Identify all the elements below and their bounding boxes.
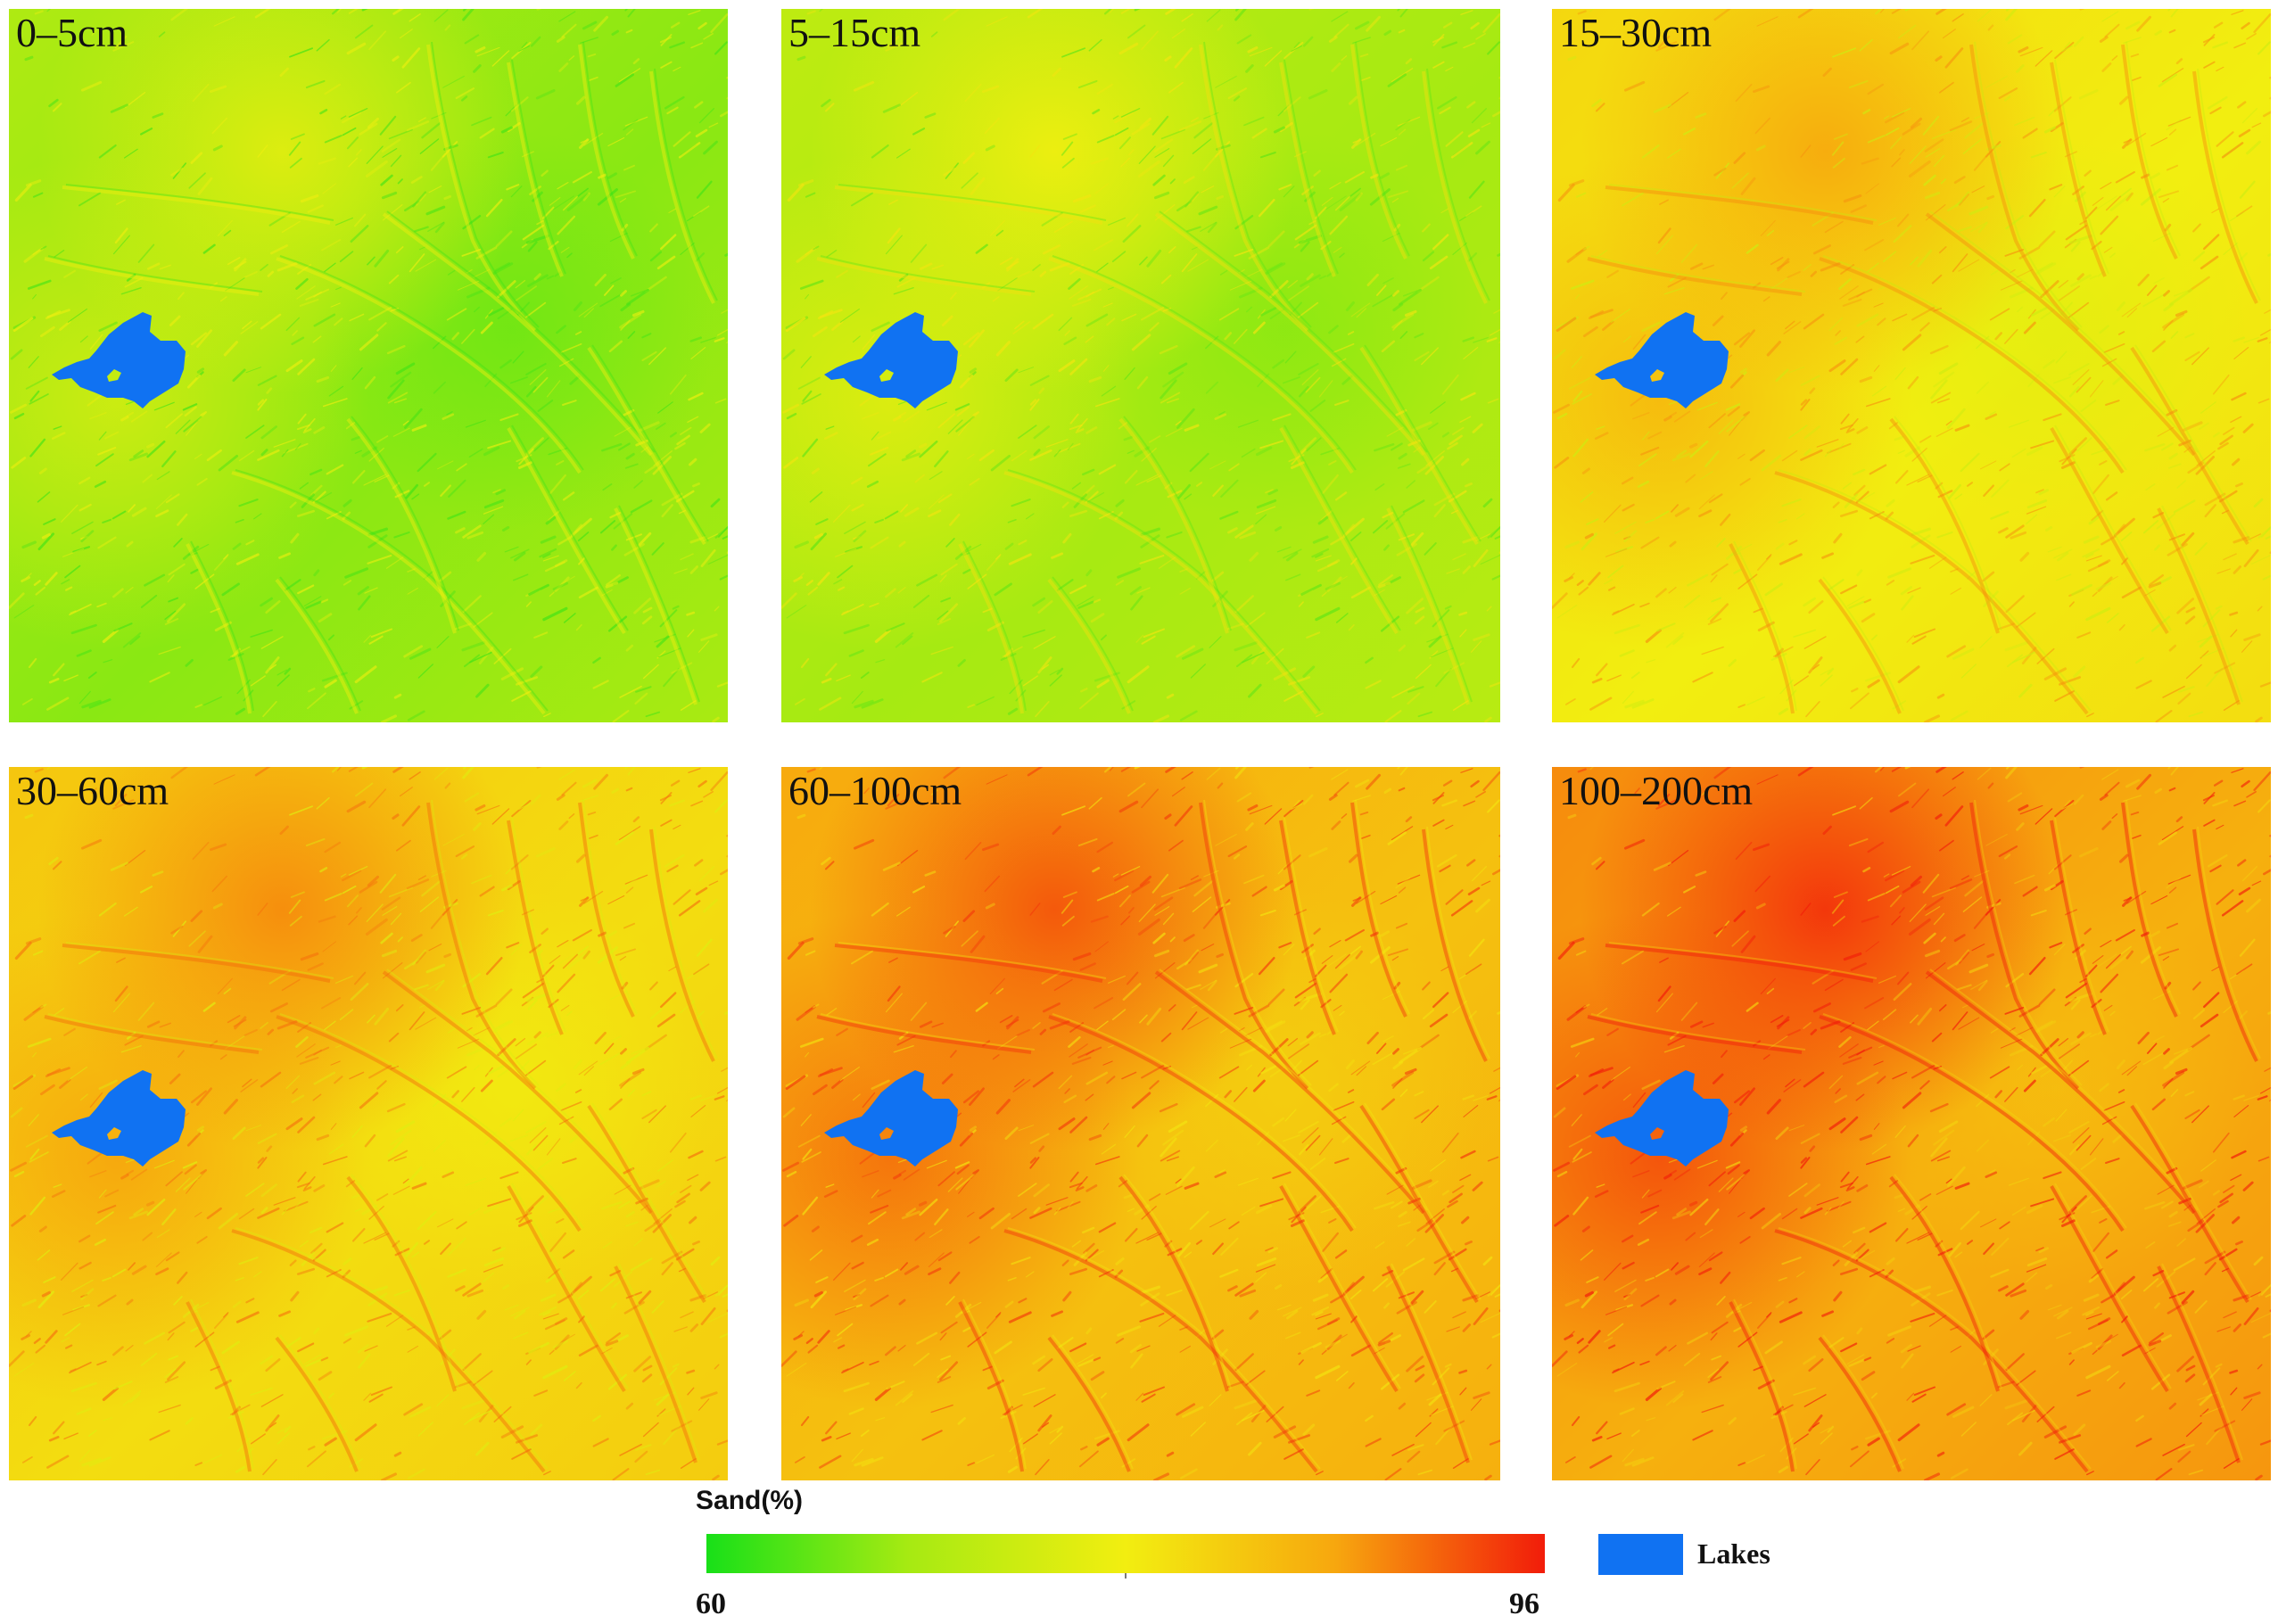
depth-label: 100–200cm	[1559, 768, 1754, 813]
sand-map	[9, 767, 728, 1480]
lakes-legend-label: Lakes	[1697, 1537, 1770, 1570]
depth-label: 0–5cm	[16, 10, 128, 55]
map-panel-0-5cm: 0–5cm	[9, 9, 728, 722]
colorbar-mid-tick	[1125, 1573, 1127, 1579]
map-panel-60-100cm: 60–100cm	[781, 767, 1500, 1480]
map-panel-100-200cm: 100–200cm	[1552, 767, 2271, 1480]
depth-label: 30–60cm	[16, 768, 169, 813]
sand-map	[9, 9, 728, 722]
lakes-legend-swatch	[1598, 1534, 1683, 1575]
depth-label: 15–30cm	[1559, 10, 1713, 55]
sand-map	[781, 9, 1500, 722]
legend-title: Sand(%)	[696, 1486, 803, 1515]
depth-label: 60–100cm	[788, 768, 962, 813]
map-panel-5-15cm: 5–15cm	[781, 9, 1500, 722]
sand-map	[1552, 9, 2271, 722]
sand-map	[1552, 767, 2271, 1480]
colorbar-min-label: 60	[696, 1587, 726, 1620]
depth-label: 5–15cm	[788, 10, 921, 55]
map-panel-15-30cm: 15–30cm	[1552, 9, 2271, 722]
sand-colorbar	[706, 1534, 1545, 1573]
map-panel-30-60cm: 30–60cm	[9, 767, 728, 1480]
colorbar-max-label: 96	[1509, 1587, 1539, 1620]
sand-map	[781, 767, 1500, 1480]
